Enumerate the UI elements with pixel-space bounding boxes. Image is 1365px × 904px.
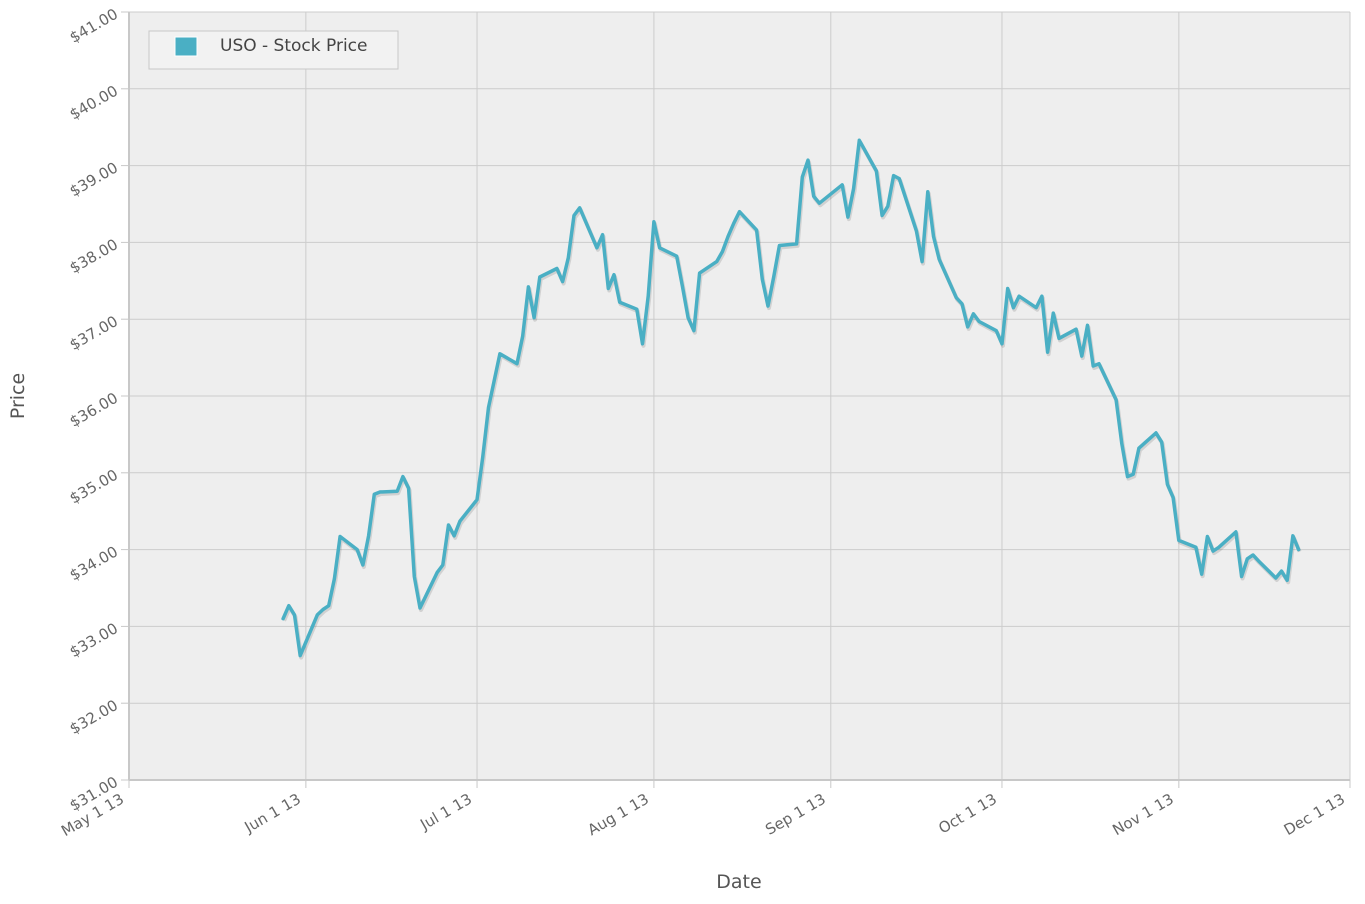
y-tick-label: $34.00 — [67, 542, 121, 584]
x-tick-label: Jun 1 13 — [241, 790, 304, 837]
y-tick-label: $32.00 — [67, 696, 121, 738]
legend-swatch — [174, 36, 198, 57]
y-tick-label: $36.00 — [67, 389, 121, 431]
x-tick-label: Sep 1 13 — [762, 790, 829, 839]
y-tick-label: $37.00 — [67, 312, 121, 354]
y-tick-label: $40.00 — [67, 82, 121, 124]
x-axis-title: Date — [716, 871, 761, 893]
x-tick-label: Jul 1 13 — [416, 790, 475, 834]
y-tick-label: $33.00 — [67, 619, 121, 661]
x-tick-label: Dec 1 13 — [1281, 790, 1348, 839]
legend[interactable]: USO - Stock Price — [148, 30, 399, 70]
y-tick-label: $35.00 — [67, 466, 121, 508]
y-tick-label: $38.00 — [67, 235, 121, 277]
x-tick-label: Oct 1 13 — [935, 790, 1000, 838]
x-tick-label: Nov 1 13 — [1109, 790, 1176, 839]
series-line-uso-stock-price — [281, 138, 1301, 658]
legend-label: USO - Stock Price — [220, 36, 367, 56]
x-tick-label: Aug 1 13 — [584, 790, 651, 839]
y-tick-label: $41.00 — [67, 5, 121, 47]
series-layer — [281, 138, 1302, 660]
x-axis-ticks: May 1 13 Jun 1 13 Jul 1 13 Aug 1 13 Sep 1 13… — [58, 780, 1351, 840]
y-axis-title: Price — [7, 373, 29, 419]
gridlines — [129, 11, 1351, 780]
y-axis-ticks: $31.00$32.00$33.00$34.00$35.00$36.00$37.… — [67, 5, 129, 815]
y-tick-label: $39.00 — [67, 158, 121, 200]
